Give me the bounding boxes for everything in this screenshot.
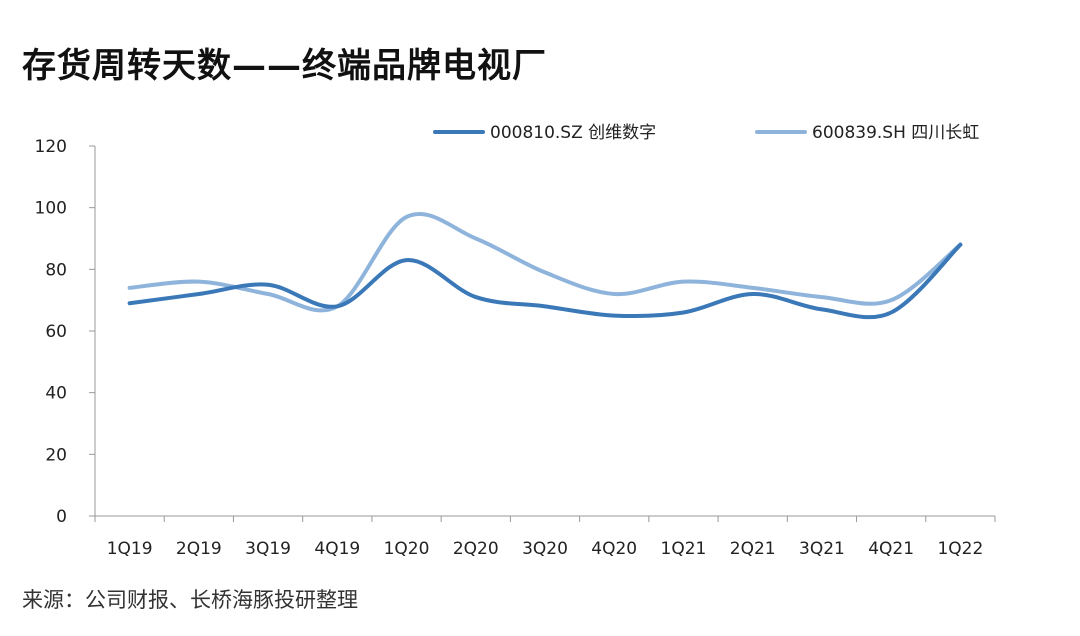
x-tick-label: 4Q20 [591,539,637,559]
x-tick-label: 4Q21 [868,539,914,559]
y-tick-label: 80 [45,260,67,280]
x-tick-label: 1Q21 [661,539,707,559]
y-tick-label: 120 [35,137,67,157]
y-tick-label: 100 [35,199,67,219]
x-tick-label: 2Q19 [176,539,222,559]
y-tick-label: 40 [45,384,67,404]
legend: 000810.SZ 创维数字 600839.SH 四川长虹 [433,123,979,143]
legend-label-1: 600839.SH 四川长虹 [812,123,979,143]
chart-title: 存货周转天数——终端品牌电视厂 [22,46,547,86]
y-tick-label: 20 [45,445,67,465]
series-points-0 [128,243,963,318]
x-tick-label: 4Q19 [314,539,360,559]
chart-axes: 0 20 40 60 80 100 120 1Q19 2Q19 3Q19 4Q19 1Q20 2Q20 3… [35,137,996,559]
x-tick-label: 1Q20 [384,539,430,559]
x-tick-label: 1Q22 [937,539,983,559]
source-note: 来源：公司财报、长桥海豚投研整理 [22,588,358,612]
series-lines [127,211,963,320]
x-tick-label: 2Q20 [453,539,499,559]
x-tick-label: 2Q21 [730,539,776,559]
x-tick-label: 1Q19 [107,539,153,559]
legend-label-0: 000810.SZ 创维数字 [490,123,656,143]
series-line-0 [127,242,963,320]
x-tick-label: 3Q21 [799,539,845,559]
series-line-1 [127,211,963,313]
y-tick-label: 60 [45,322,67,342]
y-tick-label: 0 [56,507,67,527]
series-points-1 [128,215,963,308]
x-tick-label: 3Q19 [245,539,291,559]
x-tick-label: 3Q20 [522,539,568,559]
